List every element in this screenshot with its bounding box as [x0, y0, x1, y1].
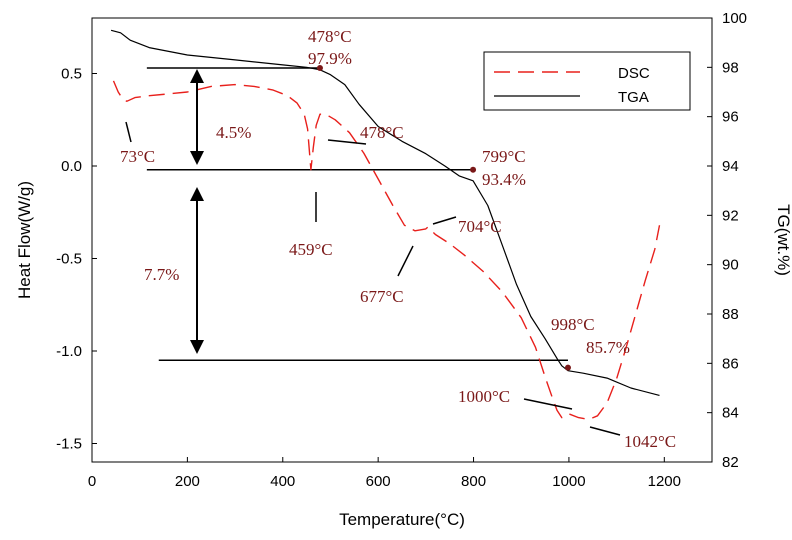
guide-lines [146, 67, 568, 361]
right-tick-label: 86 [722, 355, 739, 372]
leader-1000 [523, 398, 573, 410]
annotation-7-7: 7.7% [144, 265, 179, 284]
right-tick-label: 98 [722, 59, 739, 76]
annotation-459: 459°C [289, 240, 333, 259]
annotation-478-tga: 478°C [308, 27, 352, 46]
legend-box [483, 51, 691, 111]
annotation-4-5: 4.5% [216, 123, 251, 142]
x-tick-label: 0 [88, 473, 96, 490]
right-tick-label: 94 [722, 158, 739, 175]
point-marker [316, 64, 323, 71]
left-axis-title: Heat Flow(W/g) [15, 181, 34, 299]
point-marker [470, 166, 477, 173]
leader-704 [432, 216, 457, 225]
annotation-677: 677°C [360, 287, 404, 306]
x-tick-label: 400 [270, 473, 295, 490]
series-line-tga [110, 29, 660, 396]
right-tick-label: 92 [722, 207, 739, 224]
annotation-leaders [125, 121, 621, 436]
series-line-dsc [112, 80, 661, 421]
x-tick-label: 600 [366, 473, 391, 490]
annotation-1042: 1042°C [624, 432, 676, 451]
x-axis-title: Temperature(°C) [339, 510, 465, 529]
annotation-478-dsc: 478°C [360, 123, 404, 142]
x-tick-label: 800 [461, 473, 486, 490]
annotation-1000: 1000°C [458, 387, 510, 406]
right-axis-title: TG(wt.%) [774, 204, 792, 276]
annotation-998: 998°C [551, 315, 595, 334]
annotation-85-7: 85.7% [586, 338, 630, 357]
plot-frame [91, 17, 713, 463]
legend: DSC TGA [483, 51, 691, 111]
point-marker [564, 364, 571, 371]
right-tick-label: 88 [722, 306, 739, 323]
annotation-73: 73°C [120, 147, 155, 166]
x-tick-label: 200 [175, 473, 200, 490]
leader-1042 [589, 426, 621, 436]
left-axis-ticks: 0.5 0.0 -0.5 -1.0 -1.5 [56, 66, 97, 453]
left-tick-label: 0.5 [61, 66, 82, 83]
series-group [110, 29, 661, 421]
left-tick-label: -1.5 [56, 436, 82, 453]
right-tick-label: 82 [722, 454, 739, 471]
point-markers [316, 64, 571, 371]
x-tick-label: 1000 [552, 473, 585, 490]
right-tick-label: 100 [722, 10, 747, 27]
annotation-799: 799°C [482, 147, 526, 166]
leader-677 [397, 245, 414, 277]
left-tick-label: -0.5 [56, 251, 82, 268]
annotation-97-9: 97.9% [308, 49, 352, 68]
x-axis-ticks: 0 200 400 600 800 1000 1200 [88, 457, 681, 490]
legend-label-dsc: DSC [618, 65, 650, 82]
legend-label-tga: TGA [618, 89, 649, 106]
annotation-93-4: 93.4% [482, 170, 526, 189]
annotations: 478°C 97.9% 4.5% 478°C 73°C 799°C 93.4% … [120, 27, 676, 451]
right-axis-ticks: 82 84 86 88 90 92 94 96 98 100 [707, 10, 747, 471]
leader-73 [125, 121, 132, 143]
leader-478-dsc [327, 139, 367, 145]
x-tick-label: 1200 [648, 473, 681, 490]
annotation-704: 704°C [458, 217, 502, 236]
right-tick-label: 90 [722, 257, 739, 274]
left-tick-label: -1.0 [56, 343, 82, 360]
right-tick-label: 84 [722, 405, 739, 422]
right-tick-label: 96 [722, 109, 739, 126]
left-tick-label: 0.0 [61, 158, 82, 175]
